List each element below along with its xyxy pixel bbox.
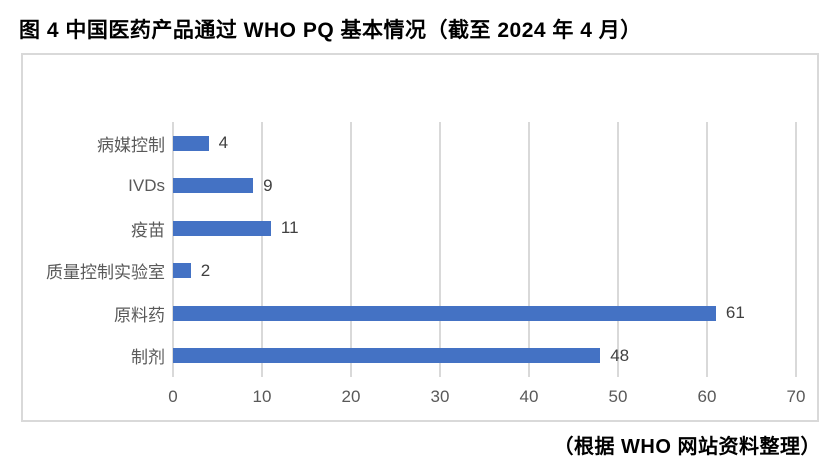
gridline: [439, 122, 441, 377]
x-axis-ticks: 0 10 20 30 40 50 60 70: [168, 387, 805, 409]
source-note: （根据 WHO 网站资料整理）: [553, 436, 821, 458]
bar-row: 48: [173, 335, 796, 378]
bar: [173, 135, 209, 151]
bar: [173, 348, 601, 364]
bar: [173, 178, 254, 194]
bar-value-label: 11: [280, 218, 299, 238]
category-label: 疫苗: [131, 220, 165, 240]
x-tick-label: 20: [341, 387, 361, 406]
bar-value-label: 4: [218, 133, 229, 153]
gridline: [795, 122, 797, 377]
bar: [173, 220, 271, 236]
bar: [173, 263, 191, 279]
bar-row: 2: [173, 250, 796, 293]
chart-title: 图 4 中国医药产品通过 WHO PQ 基本情况（截至 2024 年 4 月）: [19, 19, 642, 42]
bar-value-label: 9: [263, 175, 273, 195]
category-label: 原料药: [114, 305, 165, 325]
gridline: [528, 122, 530, 377]
x-tick-label: 60: [697, 387, 717, 406]
bar-value-label: 48: [610, 345, 630, 365]
gridline: [261, 122, 263, 377]
bar-value-label: 2: [200, 260, 211, 280]
category-label: IVDs: [128, 175, 165, 195]
bar: [173, 305, 716, 321]
plot-area: 4 9 11 2 61 48: [172, 122, 797, 377]
chart-frame: 病媒控制 IVDs 疫苗质量控制实验室原料药制剂 4 9 11 2 61 48 0 10 20 30…: [21, 53, 819, 422]
gridline: [172, 122, 174, 377]
x-tick-label: 40: [519, 387, 539, 406]
category-label: 制剂: [131, 348, 165, 368]
x-tick-label: 30: [430, 387, 450, 406]
bars-layer: 4 9 11 2 61 48: [173, 122, 796, 377]
category-label: 质量控制实验室: [46, 263, 165, 283]
bar-row: 4: [173, 122, 796, 165]
x-tick-label: 0: [168, 387, 178, 406]
category-label: 病媒控制: [97, 135, 165, 155]
gridline: [350, 122, 352, 377]
gridline: [706, 122, 708, 377]
x-tick-label: 70: [786, 387, 806, 406]
gridlines-layer: [172, 122, 797, 377]
bar-row: 61: [173, 292, 796, 335]
category-labels: 病媒控制 IVDs 疫苗质量控制实验室原料药制剂: [29, 122, 165, 377]
x-tick-label: 50: [608, 387, 628, 406]
x-tick-label: 10: [252, 387, 272, 406]
bar-value-label: 61: [725, 303, 745, 323]
bar-row: 11: [173, 207, 796, 250]
gridline: [617, 122, 619, 377]
bar-row: 9: [173, 165, 796, 208]
